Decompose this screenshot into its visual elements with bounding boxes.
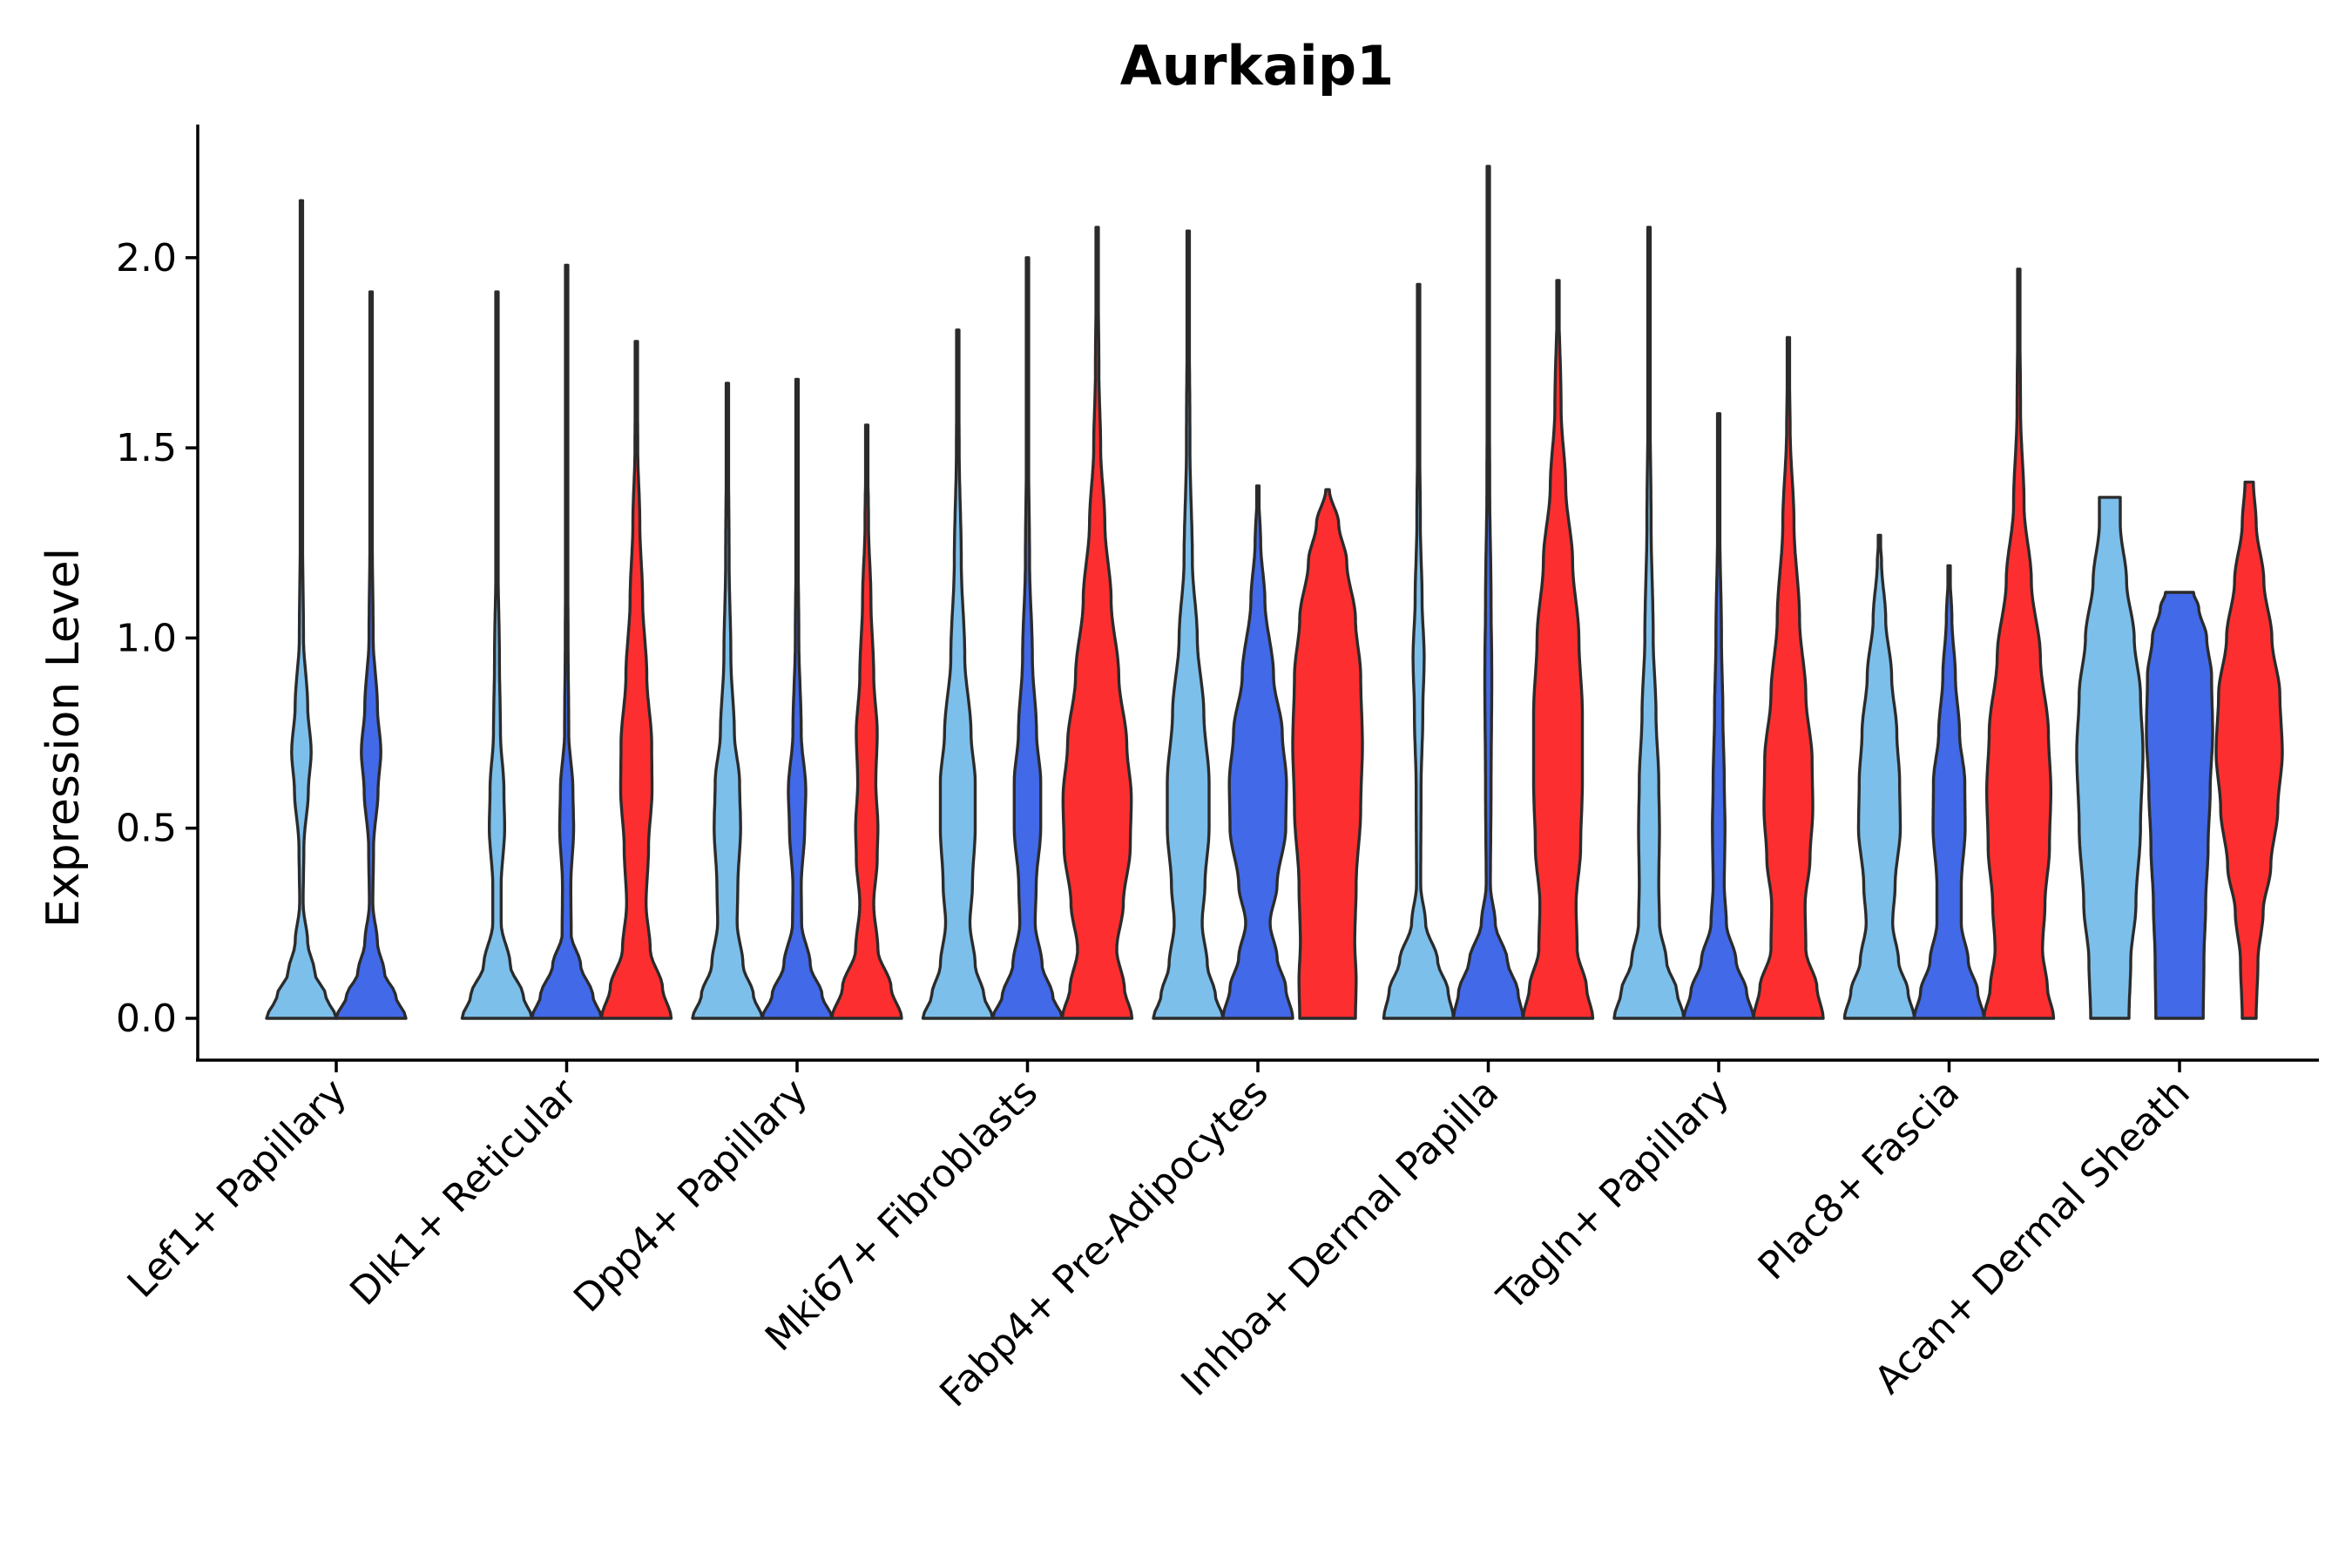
violin-group-1 [1612,226,1686,1020]
violin-group-3 [1060,226,1134,1020]
y-tick-label: 0.5 [116,807,177,851]
violin-group-3 [1521,279,1595,1020]
violin-group-3 [2214,480,2284,1020]
violin-group-2 [1221,484,1294,1020]
x-tick-label: Tagln+ Papillary [1489,1071,1738,1320]
y-axis-label: Expression Level [37,548,90,928]
violin-group-1 [691,382,764,1020]
x-tick-label: Plac8+ Fascia [1750,1071,1969,1289]
violin-group-3 [599,340,673,1020]
violin-group-1 [1382,282,1456,1020]
chart-title: Aurkaip1 [1120,34,1395,98]
y-tick-label: 0.0 [116,997,177,1041]
x-tick-label: Lef1+ Papillary [119,1071,355,1307]
violin-group-2 [990,256,1064,1020]
violins-layer [265,165,2284,1020]
violin-group-1 [2075,496,2145,1020]
violin-group-1 [1842,533,1916,1020]
violin-group-1 [265,199,338,1020]
x-tick-label: Dlk1+ Reticular [341,1070,586,1315]
violin-group-2 [1682,412,1755,1020]
violin-group-2 [1912,564,1986,1020]
y-axis-ticks: 0.0 0.5 1.0 1.5 2.0 [116,236,198,1041]
violin-group-1 [1152,229,1225,1020]
violin-group-1 [460,290,534,1020]
violin-group-3 [1982,267,2056,1020]
violin-group-2 [335,290,408,1020]
violin-group-3 [1752,335,1825,1020]
violin-group-2 [530,263,604,1020]
violin-group-2 [2145,591,2214,1020]
violin-group-3 [830,423,903,1020]
y-tick-label: 1.0 [116,616,177,660]
violin-group-2 [760,377,834,1020]
y-tick-label: 1.5 [116,426,177,470]
y-tick-label: 2.0 [116,236,177,280]
x-tick-label: Dpp4+ Papillary [565,1071,816,1321]
violin-group-3 [1291,488,1364,1020]
violin-group-2 [1451,165,1525,1020]
violin-group-1 [921,328,995,1020]
